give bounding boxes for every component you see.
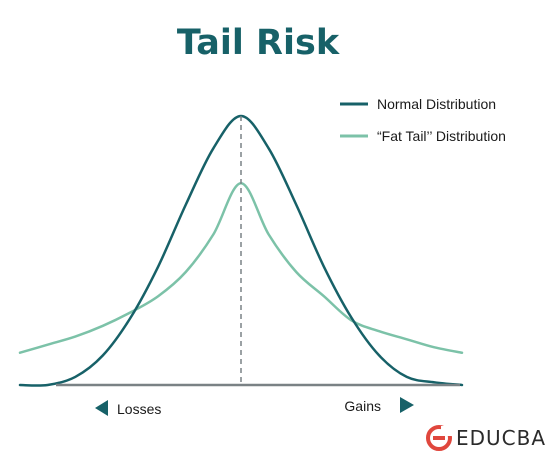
legend-label-fat-tail: “Fat Tail’’ Distribution bbox=[377, 128, 506, 144]
educba-logo-icon bbox=[426, 425, 453, 451]
gains-label: Gains bbox=[344, 398, 381, 414]
losses-arrow-icon bbox=[95, 400, 108, 416]
educba-logo: EDUCBA bbox=[426, 425, 546, 451]
legend-label-normal: Normal Distribution bbox=[377, 96, 496, 112]
legend: Normal Distribution “Fat Tail’’ Distribu… bbox=[340, 96, 506, 144]
chart-title: Tail Risk bbox=[177, 23, 340, 63]
gains-arrow-icon bbox=[400, 397, 414, 413]
losses-label: Losses bbox=[117, 401, 161, 417]
educba-logo-text: EDUCBA bbox=[456, 426, 546, 450]
